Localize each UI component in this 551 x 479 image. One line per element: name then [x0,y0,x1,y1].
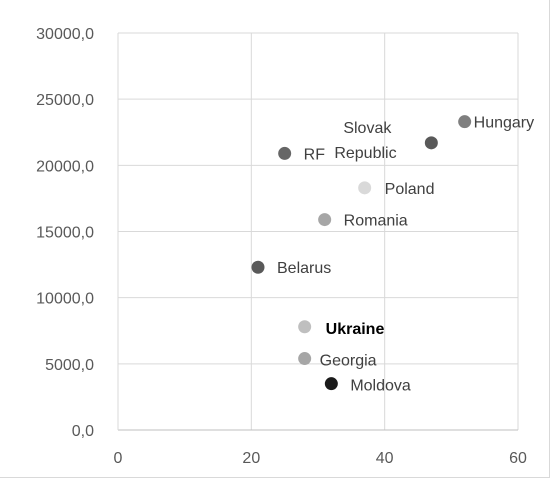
axes [117,33,518,431]
x-tick-label: 40 [376,450,394,467]
y-tick-label: 10000,0 [36,291,94,308]
data-point [251,260,265,274]
data-point [298,320,312,334]
data-labels: Hungary Slovak Republic RF Poland Romania Bela… [277,115,534,395]
data-label-line: RF [304,146,326,163]
data-label-line: Slovak [343,120,392,137]
data-label-line: Hungary [474,115,534,132]
data-label: RF [304,146,326,163]
data-label-line: Ukraine [326,321,385,338]
y-tick-label: 5000,0 [45,357,94,374]
data-label-line: Poland [385,181,435,198]
data-label: Ukraine [326,321,385,338]
data-label: Hungary [474,115,534,132]
y-tick-label: 0,0 [72,423,94,440]
data-label-line: Republic [334,145,396,162]
y-tick-label: 25000,0 [36,92,94,109]
data-label: Moldova [350,378,411,395]
data-point [278,146,292,160]
data-label: Poland [385,181,435,198]
data-label-line: Georgia [320,353,377,370]
data-point [318,213,332,227]
data-label: Romania [344,213,408,230]
x-tick-label: 20 [242,450,260,467]
data-point [458,115,472,129]
data-label-line: Moldova [350,378,411,395]
data-point [298,352,312,366]
grid-lines [118,32,519,430]
data-label-line: Belarus [277,260,331,277]
data-point [324,377,338,391]
y-tick-label: 20000,0 [36,158,94,175]
tick-labels: 0,0 5000,0 10000,0 15000,0 20000,0 25000,0 300… [36,26,527,467]
data-label: Georgia [320,353,377,370]
y-tick-label: 15000,0 [36,225,94,242]
data-points [251,115,472,391]
data-point [358,181,372,195]
x-tick-label: 0 [114,450,123,467]
x-tick-label: 60 [509,450,527,467]
data-label-line: Romania [344,213,408,230]
data-label: Belarus [277,260,331,277]
data-label: Slovak Republic [334,120,396,162]
data-point [424,136,438,150]
y-tick-label: 30000,0 [36,26,94,43]
